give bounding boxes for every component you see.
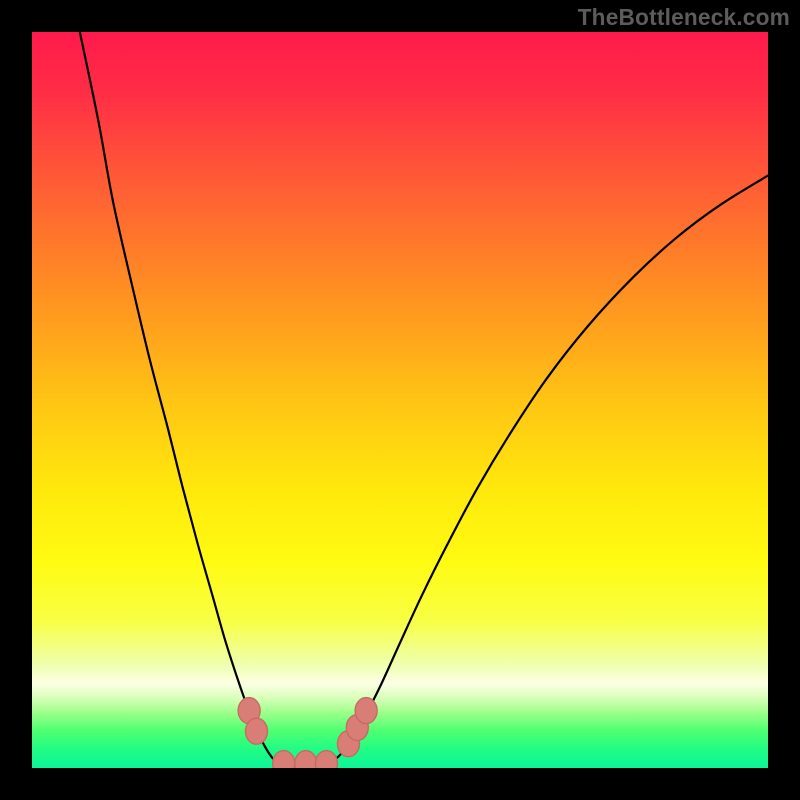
data-marker	[355, 698, 377, 724]
plot-area	[32, 32, 768, 768]
data-marker	[245, 718, 267, 744]
plot-svg	[32, 32, 768, 768]
watermark-text: TheBottleneck.com	[578, 4, 790, 31]
gradient-background	[32, 32, 768, 768]
chart-container: TheBottleneck.com	[0, 0, 800, 800]
